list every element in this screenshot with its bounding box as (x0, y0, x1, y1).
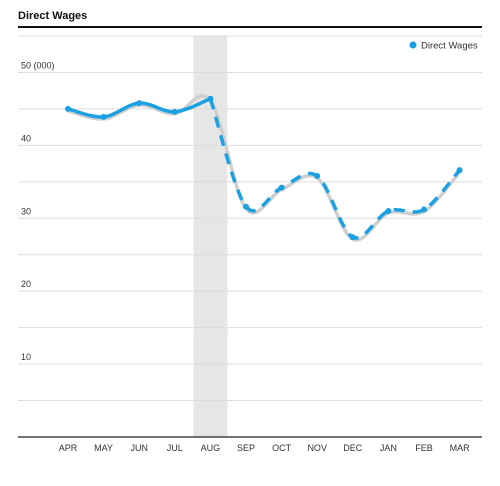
title-rule (18, 26, 482, 28)
x-tick-label: MAR (450, 443, 471, 453)
y-tick-label: 40 (21, 133, 31, 143)
x-tick-label: JUN (130, 443, 148, 453)
data-point[interactable] (314, 172, 321, 179)
x-tick-label: JAN (380, 443, 397, 453)
y-tick-label: 30 (21, 206, 31, 216)
x-tick-label: JUL (167, 443, 183, 453)
data-point[interactable] (65, 105, 71, 112)
data-point[interactable] (278, 184, 285, 191)
x-tick-label: AUG (201, 443, 221, 453)
data-point[interactable] (421, 206, 427, 213)
x-tick-label: FEB (415, 443, 433, 453)
y-tick-label: 20 (21, 279, 31, 289)
y-tick-label: 50 (000) (21, 60, 55, 70)
data-point[interactable] (456, 167, 463, 174)
x-tick-label: SEP (237, 443, 255, 453)
x-tick-label: OCT (272, 443, 292, 453)
data-point[interactable] (100, 113, 107, 120)
x-tick-label: DEC (343, 443, 363, 453)
grid-layer (18, 35, 482, 438)
data-point[interactable] (385, 207, 392, 214)
data-point[interactable] (136, 100, 143, 107)
x-tick-label: APR (59, 443, 78, 453)
y-tick-label: 10 (21, 352, 31, 362)
legend-marker (409, 41, 417, 49)
series-line-forecast (208, 98, 461, 240)
data-point[interactable] (349, 234, 356, 241)
data-point[interactable] (243, 203, 249, 210)
legend-label: Direct Wages (421, 41, 478, 52)
y-axis-labels: 10 20 30 40 50 (000) (21, 60, 55, 362)
legend: Direct Wages (409, 41, 478, 52)
data-point[interactable] (171, 108, 178, 115)
x-axis-labels: APR MAY JUN JUL AUG SEP OCT NOV DEC JAN FEB MAR (59, 443, 470, 453)
x-tick-label: MAY (94, 443, 113, 453)
chart-title: Direct Wages (18, 10, 88, 22)
data-point[interactable] (207, 95, 214, 102)
x-tick-label: NOV (307, 443, 327, 453)
series-layer (65, 94, 463, 242)
